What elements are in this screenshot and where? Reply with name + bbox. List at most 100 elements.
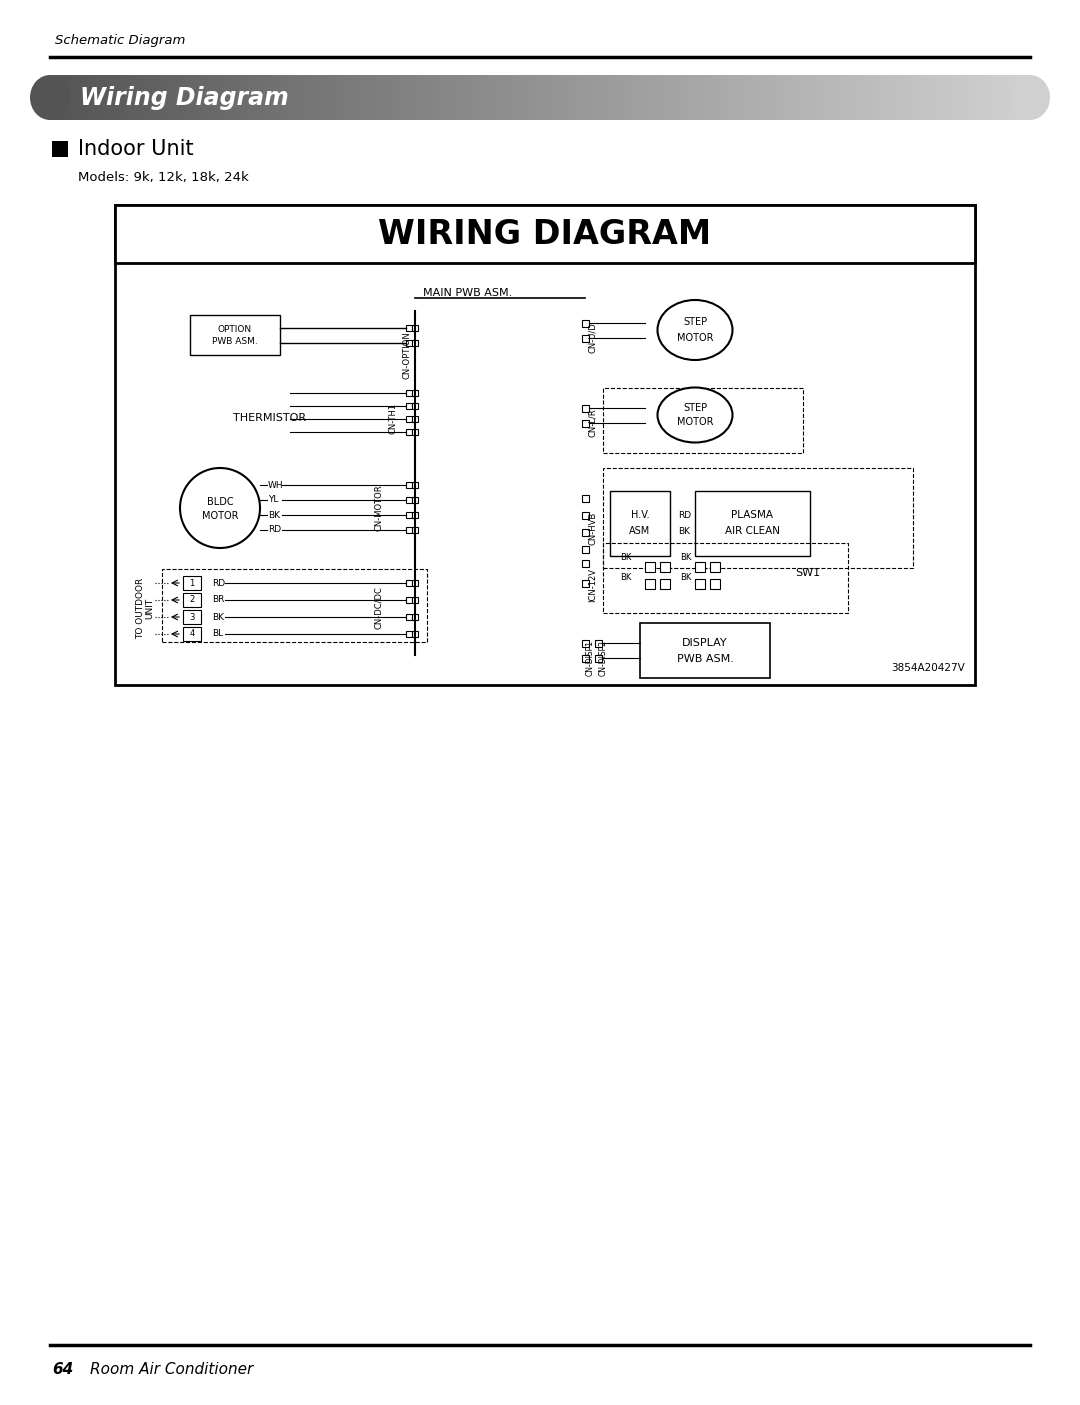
- Bar: [266, 74, 269, 119]
- Bar: [141, 74, 145, 119]
- Bar: [482, 74, 485, 119]
- Bar: [658, 74, 661, 119]
- Bar: [318, 74, 322, 119]
- Bar: [964, 74, 969, 119]
- Bar: [243, 74, 246, 119]
- Bar: [345, 74, 348, 119]
- Bar: [887, 74, 890, 119]
- Bar: [690, 74, 694, 119]
- Bar: [491, 74, 495, 119]
- Bar: [572, 74, 577, 119]
- Bar: [581, 319, 589, 326]
- Bar: [900, 74, 903, 119]
- Ellipse shape: [658, 388, 732, 443]
- Bar: [119, 74, 122, 119]
- Bar: [645, 562, 654, 572]
- Bar: [955, 74, 959, 119]
- Bar: [581, 420, 589, 427]
- Bar: [638, 74, 642, 119]
- Bar: [282, 74, 286, 119]
- Bar: [883, 74, 887, 119]
- Bar: [406, 391, 411, 396]
- Text: AIR CLEAN: AIR CLEAN: [725, 527, 780, 537]
- Bar: [511, 74, 514, 119]
- Bar: [411, 416, 418, 422]
- Bar: [183, 627, 201, 641]
- Bar: [779, 74, 782, 119]
- Bar: [364, 74, 367, 119]
- Bar: [311, 74, 315, 119]
- Text: WIRING DIAGRAM: WIRING DIAGRAM: [378, 218, 712, 250]
- Bar: [932, 74, 935, 119]
- Text: STEP: STEP: [683, 318, 707, 327]
- Bar: [782, 74, 785, 119]
- Bar: [808, 74, 812, 119]
- Bar: [890, 74, 893, 119]
- Bar: [762, 74, 766, 119]
- Bar: [576, 74, 580, 119]
- Bar: [409, 74, 413, 119]
- Bar: [301, 74, 306, 119]
- Bar: [86, 74, 90, 119]
- Bar: [640, 622, 770, 679]
- Bar: [671, 74, 674, 119]
- Bar: [471, 74, 475, 119]
- Bar: [594, 639, 602, 646]
- Bar: [772, 74, 775, 119]
- Bar: [566, 74, 570, 119]
- Bar: [814, 74, 819, 119]
- Bar: [495, 74, 498, 119]
- Bar: [314, 74, 319, 119]
- Ellipse shape: [1010, 74, 1050, 119]
- Bar: [645, 74, 648, 119]
- Bar: [272, 74, 275, 119]
- Bar: [582, 74, 586, 119]
- Bar: [1008, 74, 1011, 119]
- Bar: [324, 74, 328, 119]
- Bar: [1027, 74, 1030, 119]
- Bar: [827, 74, 832, 119]
- Bar: [237, 74, 240, 119]
- Bar: [374, 74, 377, 119]
- Bar: [76, 74, 80, 119]
- Bar: [422, 74, 427, 119]
- Bar: [877, 74, 880, 119]
- Bar: [514, 74, 517, 119]
- Text: BR: BR: [212, 596, 225, 604]
- Text: THERMISTOR: THERMISTOR: [233, 413, 307, 423]
- Bar: [723, 74, 727, 119]
- Bar: [114, 205, 975, 686]
- Text: OPTION: OPTION: [218, 326, 252, 334]
- Bar: [540, 74, 543, 119]
- Bar: [860, 74, 864, 119]
- Text: RD: RD: [212, 579, 225, 587]
- Bar: [818, 74, 822, 119]
- Bar: [435, 74, 440, 119]
- Bar: [154, 74, 159, 119]
- Bar: [664, 74, 667, 119]
- Bar: [743, 74, 746, 119]
- Text: CN-HVB: CN-HVB: [589, 511, 597, 545]
- Bar: [411, 391, 418, 396]
- Bar: [680, 74, 685, 119]
- Text: Models: 9k, 12k, 18k, 24k: Models: 9k, 12k, 18k, 24k: [78, 170, 248, 184]
- Bar: [909, 74, 913, 119]
- Bar: [896, 74, 900, 119]
- Bar: [501, 74, 504, 119]
- Bar: [581, 528, 589, 535]
- Bar: [629, 74, 632, 119]
- Bar: [981, 74, 985, 119]
- Bar: [530, 74, 534, 119]
- Bar: [321, 74, 325, 119]
- Bar: [426, 74, 430, 119]
- Bar: [406, 511, 411, 518]
- Bar: [929, 74, 932, 119]
- Text: H.V.: H.V.: [631, 510, 649, 520]
- Bar: [831, 74, 835, 119]
- Bar: [750, 74, 753, 119]
- Bar: [696, 490, 810, 556]
- Bar: [1011, 74, 1014, 119]
- Bar: [645, 579, 654, 589]
- Bar: [746, 74, 750, 119]
- Bar: [112, 74, 116, 119]
